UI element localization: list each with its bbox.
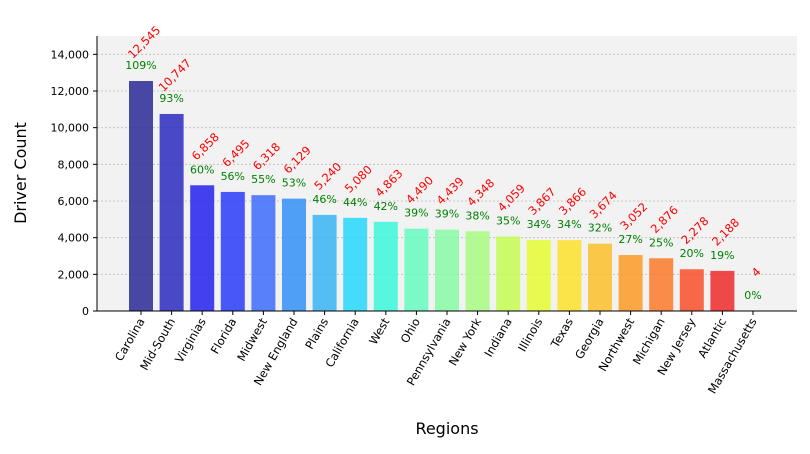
bar bbox=[435, 230, 459, 311]
y-tick-label: 14,000 bbox=[51, 48, 90, 61]
percent-label: 34% bbox=[527, 218, 551, 231]
y-tick-label: 4,000 bbox=[58, 232, 90, 245]
percent-label: 42% bbox=[374, 200, 398, 213]
bar bbox=[160, 114, 184, 311]
percent-label: 109% bbox=[125, 59, 156, 72]
percent-label: 35% bbox=[496, 215, 520, 228]
percent-label: 0% bbox=[744, 289, 761, 302]
percent-label: 46% bbox=[312, 193, 336, 206]
y-tick-label: 8,000 bbox=[58, 158, 90, 171]
y-tick-label: 6,000 bbox=[58, 195, 90, 208]
bar bbox=[129, 81, 153, 311]
percent-label: 20% bbox=[680, 247, 704, 260]
bar bbox=[527, 240, 551, 311]
percent-label: 27% bbox=[618, 233, 642, 246]
y-ticks: 0 2,000 4,000 6,000 8,000 10,000 12,000 14,000 bbox=[51, 48, 98, 318]
x-tick-label: Texas bbox=[547, 316, 576, 351]
x-tick-label: Florida bbox=[208, 316, 240, 357]
x-tick-label: Atlantic bbox=[695, 316, 729, 361]
y-tick-label: 10,000 bbox=[51, 122, 90, 135]
percent-label: 32% bbox=[588, 222, 612, 235]
percent-label: 38% bbox=[465, 209, 489, 222]
y-tick-label: 2,000 bbox=[58, 268, 90, 281]
bar bbox=[619, 255, 643, 311]
bar bbox=[404, 229, 428, 311]
bar bbox=[557, 240, 581, 311]
bar bbox=[251, 195, 275, 311]
percent-label: 60% bbox=[190, 163, 214, 176]
percent-label: 34% bbox=[557, 218, 581, 231]
percent-label: 39% bbox=[404, 207, 428, 220]
y-tick-label: 0 bbox=[82, 305, 89, 318]
bar bbox=[466, 231, 490, 311]
bar bbox=[374, 222, 398, 311]
percent-label: 44% bbox=[343, 196, 367, 209]
percent-label: 56% bbox=[221, 170, 245, 183]
bar bbox=[710, 271, 734, 311]
bar bbox=[649, 258, 673, 311]
x-tick-label: Indiana bbox=[481, 316, 514, 360]
x-ticks: CarolinaMid-SouthVirginiasFloridaMidwest… bbox=[112, 311, 760, 396]
bar bbox=[313, 215, 337, 311]
y-tick-label: 12,000 bbox=[51, 85, 90, 98]
x-tick-label: Plains bbox=[302, 315, 331, 351]
bar bbox=[343, 218, 367, 311]
y-axis-label: Driver Count bbox=[11, 122, 30, 224]
percent-label: 53% bbox=[282, 177, 306, 190]
percent-label: 39% bbox=[435, 208, 459, 221]
bar bbox=[496, 237, 520, 311]
x-axis-label: Regions bbox=[415, 419, 478, 438]
x-tick-label: Illinois bbox=[515, 316, 545, 355]
bar bbox=[221, 192, 245, 311]
percent-label: 19% bbox=[710, 249, 734, 262]
x-tick-label: Ohio bbox=[398, 316, 423, 346]
bar bbox=[588, 244, 612, 311]
bar bbox=[190, 185, 214, 311]
percent-label: 25% bbox=[649, 236, 673, 249]
percent-label: 55% bbox=[251, 173, 275, 186]
bar bbox=[680, 269, 704, 311]
percent-label: 93% bbox=[159, 92, 183, 105]
bar bbox=[282, 199, 306, 311]
x-tick-label: West bbox=[366, 315, 393, 347]
